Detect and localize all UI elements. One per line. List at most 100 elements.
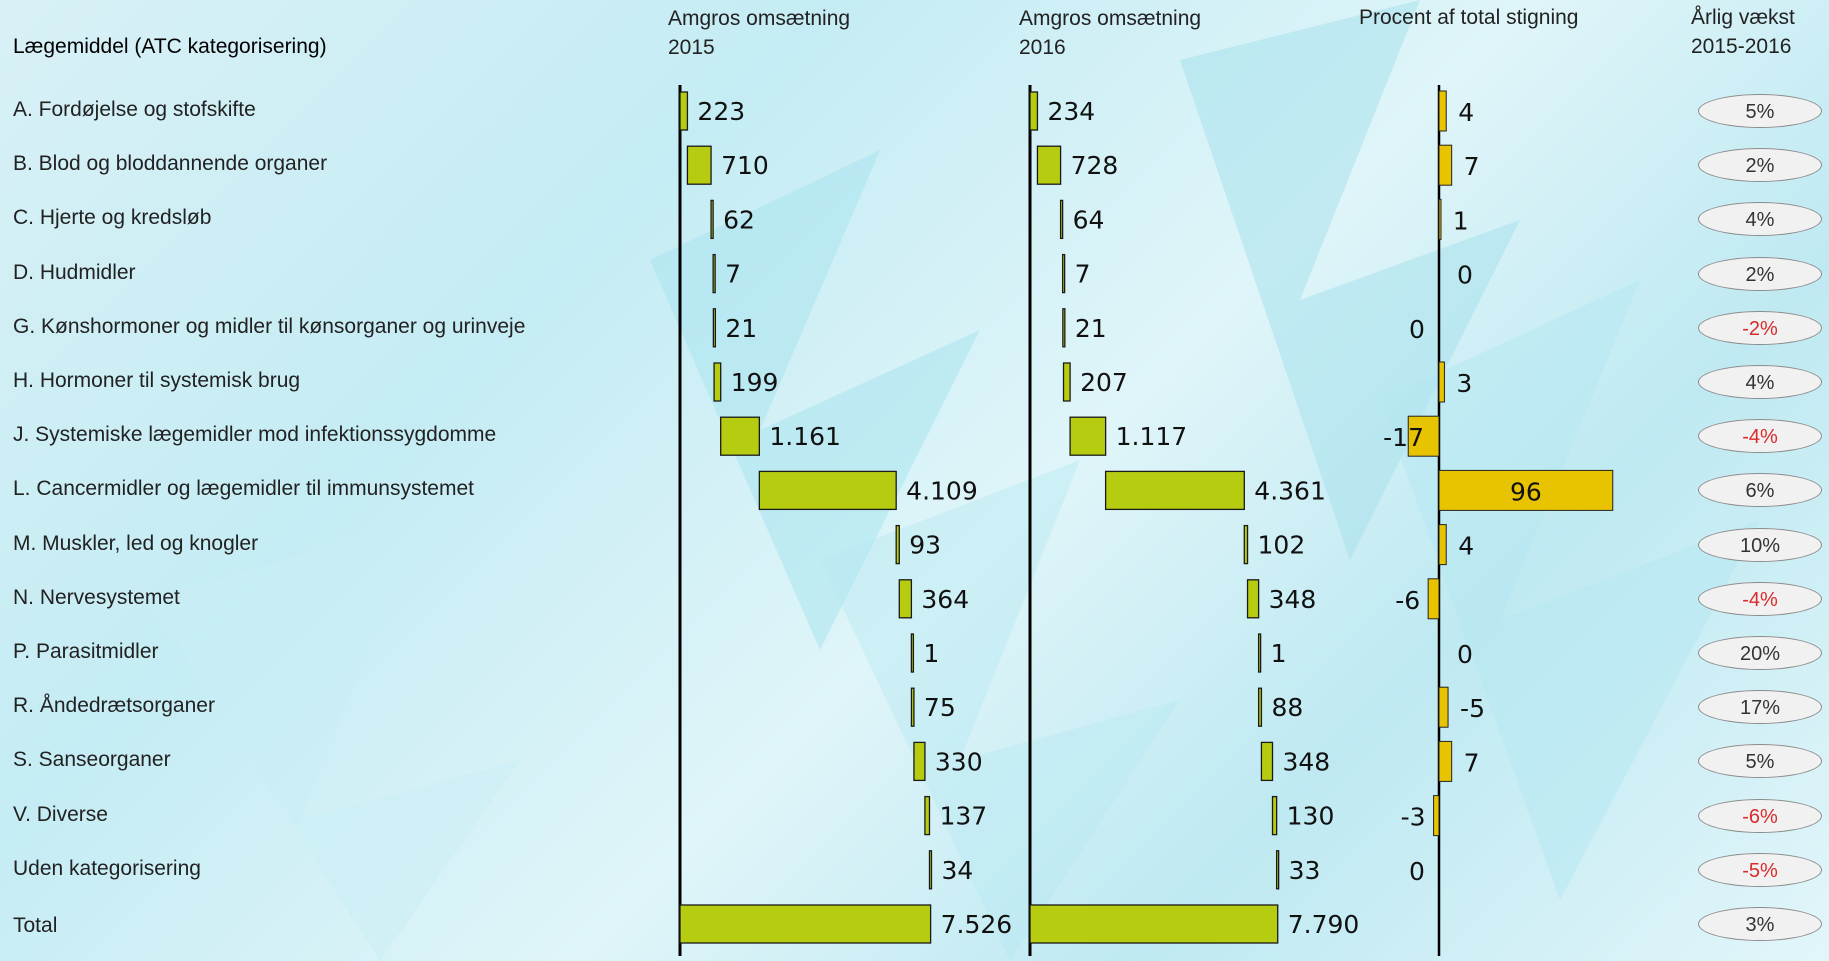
bar-2016-value-label: 130: [1287, 802, 1335, 831]
bar-2015-bar: [910, 687, 915, 727]
bar-2015-value-label: 93: [909, 531, 941, 560]
share-bar: [1433, 795, 1440, 837]
bar-2016-value-label: 234: [1047, 97, 1095, 126]
share-bar: [1438, 686, 1449, 728]
growth-pill: -4%: [1698, 419, 1822, 454]
category-label: R. Åndedrætsorganer: [13, 694, 215, 718]
share-value-label: 3: [1456, 369, 1472, 398]
share-value-label: 96: [1510, 477, 1542, 506]
category-label: B. Blod og bloddannende organer: [13, 152, 328, 176]
bar-2015-bar: [712, 308, 717, 348]
category-label: L. Cancermidler og lægemidler til immuns…: [13, 477, 474, 501]
category-label: H. Hormoner til systemisk brug: [13, 369, 301, 392]
bar-2015-value-label: 7.526: [941, 910, 1013, 939]
bar-2016-value-label: 1.117: [1116, 422, 1188, 451]
bar-2016-value-label: 88: [1271, 693, 1303, 722]
bar-2016-value-label: 4.361: [1254, 476, 1326, 505]
bar-2016-value-label: 1: [1271, 639, 1287, 668]
growth-pill: 5%: [1698, 744, 1822, 779]
bar-2015-bar: [910, 633, 915, 673]
share-bar: [1407, 415, 1440, 457]
share-value-label: -3: [1401, 803, 1426, 832]
bar-2016-value-label: 348: [1283, 747, 1331, 776]
growth-pill: 20%: [1698, 636, 1822, 670]
category-label: Total: [13, 914, 58, 937]
share-value-label: 0: [1457, 261, 1473, 290]
share-value-label: 4: [1458, 98, 1474, 127]
bar-2015-bar: [898, 579, 913, 619]
bar-2016-bar: [1246, 579, 1260, 619]
bar-2016-bar: [1029, 91, 1039, 131]
bar-2015-bar: [928, 850, 933, 890]
category-label: M. Muskler, led og knogler: [13, 531, 259, 555]
bar-2016-value-label: 21: [1075, 314, 1107, 343]
growth-pill: 2%: [1698, 256, 1822, 291]
header-growth: Årlig vækst 2015-2016: [1691, 6, 1795, 58]
growth-pill: 3%: [1698, 907, 1822, 941]
bar-2015-bar: [679, 91, 689, 131]
share-value-label: -17: [1383, 423, 1424, 452]
bar-2016-value-label: 7: [1075, 260, 1091, 289]
category-label: Uden kategorisering: [13, 856, 201, 880]
bar-2016-bar: [1257, 687, 1263, 727]
bar-2015-bar: [758, 470, 897, 511]
header-share: Procent af total stigning: [1359, 6, 1579, 29]
share-value-label: 0: [1457, 640, 1473, 669]
bar-2016-value-label: 728: [1071, 151, 1119, 180]
category-label: G. Kønshormoner og midler til kønsorgane…: [13, 314, 526, 338]
growth-pill: 6%: [1698, 473, 1822, 508]
bar-2015-value-label: 75: [924, 693, 956, 722]
bar-2016-bar: [1062, 308, 1066, 348]
share-bar: [1438, 524, 1447, 566]
bar-2015-value-label: 34: [941, 856, 973, 885]
growth-pill: -5%: [1698, 852, 1822, 887]
category-label: P. Parasitmidler: [13, 640, 159, 663]
bar-2016-bar: [1029, 904, 1279, 944]
bar-2015-value-label: 21: [725, 314, 757, 343]
bar-2015-value-label: 364: [921, 585, 969, 614]
bar-2015-bar: [710, 199, 714, 240]
category-label: V. Diverse: [13, 802, 108, 826]
bar-2015-value-label: 7: [725, 260, 741, 289]
bar-2016-bar: [1061, 253, 1066, 294]
share-bar: [1438, 144, 1453, 186]
bar-2016-bar: [1036, 145, 1062, 185]
bar-2016-value-label: 7.790: [1288, 910, 1360, 939]
category-label: J. Systemiske lægemidler mod infektionss…: [13, 423, 497, 447]
bar-2015-bar: [713, 362, 722, 402]
share-bar: [1438, 90, 1447, 132]
growth-pill: 2%: [1698, 148, 1822, 183]
growth-pill: -2%: [1698, 310, 1822, 345]
bar-2016-bar: [1260, 741, 1274, 782]
growth-pill: 17%: [1698, 690, 1822, 725]
bar-2016-bar: [1062, 362, 1071, 402]
share-bar: [1438, 469, 1614, 511]
growth-pill: 10%: [1698, 527, 1822, 562]
share-value-label: -5: [1460, 694, 1485, 723]
bar-2016-value-label: 102: [1258, 531, 1306, 560]
bar-2016-value-label: 64: [1073, 205, 1105, 234]
bar-2015-bar: [913, 741, 926, 782]
bar-2016-bar: [1275, 850, 1280, 890]
share-bar: [1438, 198, 1442, 240]
bar-2015-bar: [924, 795, 931, 836]
category-label: A. Fordøjelse og stofskifte: [13, 98, 256, 121]
bar-2016-bar: [1069, 416, 1107, 456]
bar-2015-value-label: 199: [731, 368, 779, 397]
share-value-label: 7: [1464, 152, 1480, 181]
bar-2016-value-label: 348: [1269, 585, 1317, 614]
header-category: Lægemiddel (ATC kategorisering): [13, 35, 327, 58]
share-value-label: 0: [1409, 857, 1425, 886]
bar-2016-bar: [1059, 199, 1064, 240]
share-bar: [1438, 740, 1453, 782]
bar-2015-value-label: 710: [721, 151, 769, 180]
bar-2016-bar: [1271, 795, 1278, 836]
growth-pill: 5%: [1698, 94, 1822, 128]
bar-2016-value-label: 207: [1080, 368, 1128, 397]
header-2015: Amgros omsætning 2015: [668, 7, 851, 59]
bar-2015-bar: [679, 904, 932, 944]
bar-2015-bar: [686, 145, 712, 185]
bar-2016-bar: [1243, 524, 1249, 565]
share-value-label: 7: [1464, 748, 1480, 777]
